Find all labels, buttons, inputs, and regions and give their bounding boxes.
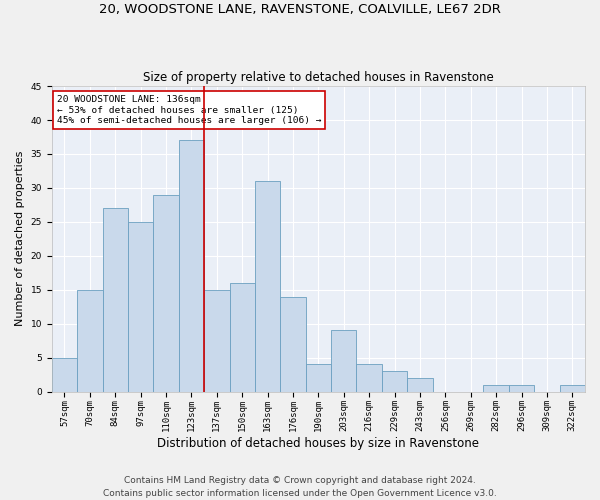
Bar [128, 222, 154, 392]
Bar [509, 385, 534, 392]
Title: Size of property relative to detached houses in Ravenstone: Size of property relative to detached ho… [143, 70, 494, 84]
Bar [356, 364, 382, 392]
Bar [331, 330, 356, 392]
Bar [103, 208, 128, 392]
Bar [305, 364, 331, 392]
Text: Contains HM Land Registry data © Crown copyright and database right 2024.
Contai: Contains HM Land Registry data © Crown c… [103, 476, 497, 498]
Bar [52, 358, 77, 392]
Bar [382, 371, 407, 392]
Bar [77, 290, 103, 392]
Text: 20, WOODSTONE LANE, RAVENSTONE, COALVILLE, LE67 2DR: 20, WOODSTONE LANE, RAVENSTONE, COALVILL… [99, 2, 501, 16]
Bar [255, 181, 280, 392]
Y-axis label: Number of detached properties: Number of detached properties [15, 151, 25, 326]
Bar [230, 283, 255, 392]
Bar [280, 296, 305, 392]
Bar [179, 140, 204, 392]
Bar [204, 290, 230, 392]
Bar [407, 378, 433, 392]
Bar [154, 194, 179, 392]
X-axis label: Distribution of detached houses by size in Ravenstone: Distribution of detached houses by size … [157, 437, 479, 450]
Text: 20 WOODSTONE LANE: 136sqm
← 53% of detached houses are smaller (125)
45% of semi: 20 WOODSTONE LANE: 136sqm ← 53% of detac… [57, 95, 322, 125]
Bar [484, 385, 509, 392]
Bar [560, 385, 585, 392]
